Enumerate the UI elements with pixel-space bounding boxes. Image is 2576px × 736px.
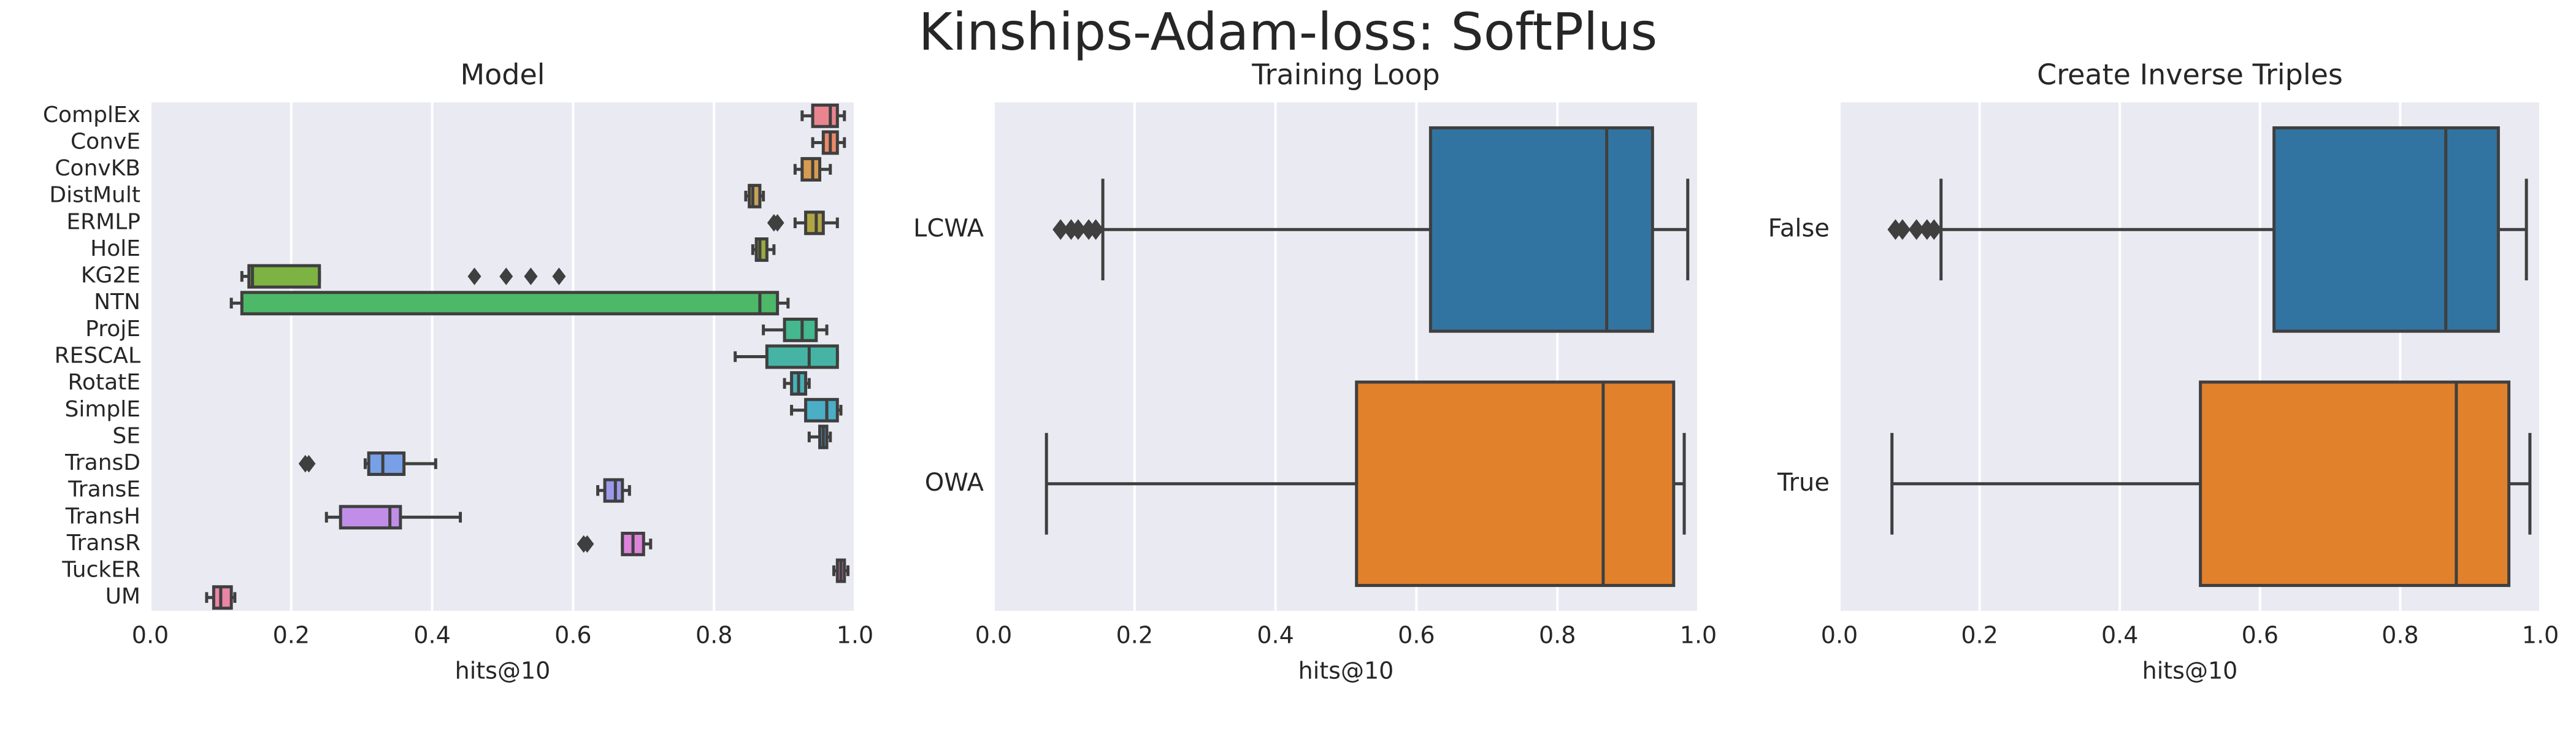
x-axis-label: hits@10 xyxy=(2142,657,2238,684)
y-tick-label: TransD xyxy=(64,450,140,475)
box xyxy=(800,157,822,182)
box xyxy=(367,451,406,476)
y-tick-label: TuckER xyxy=(61,558,140,583)
y-tick-label: RotatE xyxy=(68,370,140,395)
x-tick-label: 0.2 xyxy=(273,622,310,649)
y-tick-label: SimplE xyxy=(64,397,140,422)
outlier xyxy=(524,267,538,285)
outlier xyxy=(1894,219,1911,240)
x-tick-label: 0.4 xyxy=(1257,622,1294,649)
box xyxy=(240,291,780,316)
outlier xyxy=(467,267,481,285)
box xyxy=(804,210,825,236)
x-tick-label: 0.8 xyxy=(2382,622,2418,649)
y-tick-label: ERMLP xyxy=(66,209,140,234)
subplot-title: Training Loop xyxy=(1251,58,1439,91)
outlier xyxy=(302,454,316,473)
y-tick-label: False xyxy=(1768,214,1830,242)
y-tick-label: TransH xyxy=(65,504,140,529)
x-tick-label: 0.6 xyxy=(554,622,591,649)
x-tick-label: 0.8 xyxy=(696,622,732,649)
y-tick-label: OWA xyxy=(925,469,984,497)
x-tick-label: 0.0 xyxy=(132,622,169,649)
box xyxy=(339,505,402,530)
y-tick-label: ConvE xyxy=(71,129,140,154)
outlier xyxy=(1052,219,1069,240)
box xyxy=(811,103,839,128)
box xyxy=(2199,380,2511,588)
box xyxy=(765,344,839,369)
x-tick-label: 0.4 xyxy=(2101,622,2138,649)
box xyxy=(1428,126,1654,333)
y-tick-label: DistMult xyxy=(49,183,140,208)
y-tick-label: ProjE xyxy=(85,316,140,342)
outlier xyxy=(1926,219,1942,240)
box xyxy=(804,397,839,423)
box xyxy=(2272,126,2500,333)
x-tick-label: 0.6 xyxy=(1398,622,1435,649)
x-tick-label: 0.0 xyxy=(975,622,1012,649)
outlier xyxy=(1087,219,1104,240)
y-tick-label: ComplEx xyxy=(43,102,140,128)
outlier xyxy=(552,267,566,285)
y-tick-label: RESCAL xyxy=(55,343,140,369)
x-tick-label: 1.0 xyxy=(837,622,873,649)
box xyxy=(748,183,762,209)
box xyxy=(754,237,769,262)
outlier xyxy=(1908,219,1925,240)
box xyxy=(603,478,624,503)
outlier xyxy=(580,535,594,553)
y-tick-label: KG2E xyxy=(81,263,140,288)
y-tick-label: ConvKB xyxy=(55,156,140,181)
outlier xyxy=(1070,219,1086,240)
x-tick-label: 0.0 xyxy=(1821,622,1858,649)
outlier xyxy=(770,214,784,232)
y-tick-label: HolE xyxy=(90,236,140,261)
y-tick-label: TransE xyxy=(67,477,140,502)
box xyxy=(783,317,818,342)
subplot-title: Create Inverse Triples xyxy=(2037,58,2343,91)
box xyxy=(212,585,233,610)
figure-title: Kinships-Adam-loss: SoftPlus xyxy=(919,2,1657,62)
y-tick-label: True xyxy=(1777,469,1830,497)
x-tick-label: 0.6 xyxy=(2242,622,2279,649)
y-tick-label: LCWA xyxy=(913,214,984,242)
box xyxy=(1355,380,1676,588)
x-tick-label: 0.2 xyxy=(1961,622,1998,649)
y-tick-label: TransR xyxy=(66,531,140,556)
x-tick-label: 0.4 xyxy=(413,622,450,649)
x-tick-label: 1.0 xyxy=(1680,622,1717,649)
x-tick-label: 0.2 xyxy=(1116,622,1153,649)
y-tick-label: SE xyxy=(112,423,140,448)
x-tick-label: 1.0 xyxy=(2522,622,2559,649)
y-tick-label: NTN xyxy=(94,289,140,315)
x-tick-label: 0.8 xyxy=(1539,622,1576,649)
y-tick-label: UM xyxy=(105,584,140,609)
x-axis-label: hits@10 xyxy=(455,657,551,684)
x-axis-label: hits@10 xyxy=(1298,657,1394,684)
subplot-title: Model xyxy=(460,58,545,91)
box xyxy=(247,264,321,289)
outlier xyxy=(499,267,513,285)
